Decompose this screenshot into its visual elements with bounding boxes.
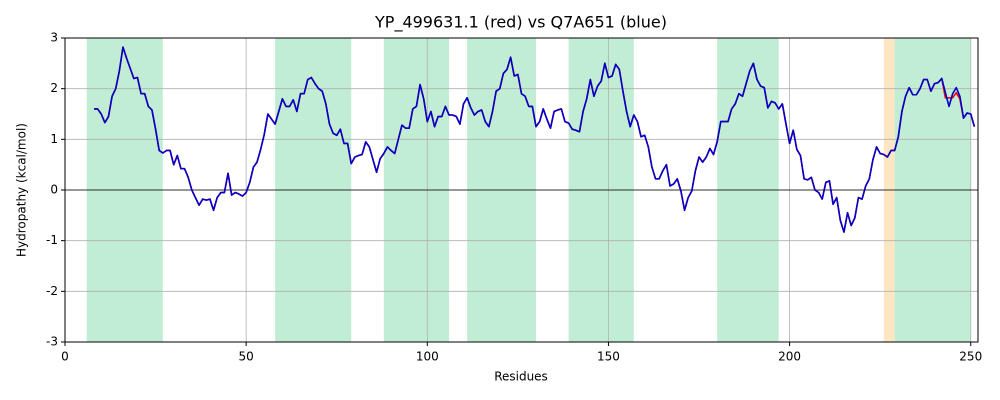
x-tick-label: 250 [959,350,982,364]
x-tick-label: 0 [61,350,69,364]
y-tick-label: -2 [46,284,58,298]
x-axis-label: Residues [494,370,548,384]
plot-frame [64,37,979,343]
chart-title: YP_499631.1 (red) vs Q7A651 (blue) [374,13,667,33]
y-tick-label: 2 [50,81,58,95]
x-tick-label: 50 [239,350,254,364]
x-tick-label: 150 [597,350,620,364]
x-tick-label: 200 [778,350,801,364]
y-tick-label: 3 [50,31,58,45]
y-tick-label: -3 [46,335,58,349]
series-line [93,46,976,233]
y-tick-label: -1 [46,233,58,247]
x-tick-label: 100 [416,350,439,364]
y-axis-label: Hydropathy (kcal/mol) [15,123,29,257]
y-tick-label: 0 [50,183,58,197]
y-tick-label: 1 [50,132,58,146]
